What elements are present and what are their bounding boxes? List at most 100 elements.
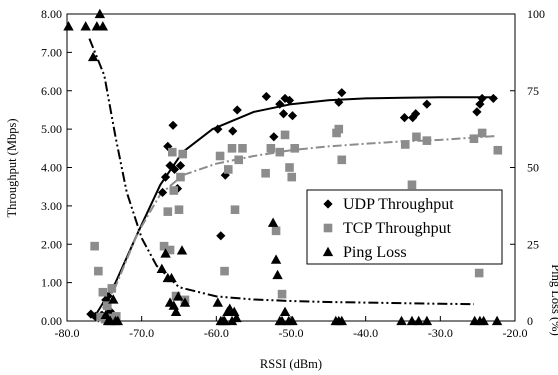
tcp-throughput-point bbox=[227, 144, 237, 153]
y-tick-label: 8.00 bbox=[41, 7, 62, 21]
udp-throughput-point bbox=[160, 172, 171, 182]
tcp-throughput-point bbox=[178, 149, 188, 159]
x-axis-title: RSSI (dBm) bbox=[260, 357, 322, 371]
tcp-throughput-point bbox=[266, 144, 276, 153]
y2-tick-label: 25 bbox=[527, 237, 539, 251]
ping-loss-point bbox=[80, 21, 91, 31]
legend-box bbox=[306, 189, 503, 265]
ping-loss-point bbox=[279, 306, 291, 316]
ping-loss-point bbox=[94, 8, 106, 19]
right-axis-ticks: 0 25 50 75 100 bbox=[510, 7, 545, 328]
tcp-throughput-point bbox=[271, 226, 281, 236]
legend-label-udp: UDP Throughput bbox=[343, 196, 454, 213]
udp-throughput-point bbox=[287, 111, 298, 121]
ping-loss-point bbox=[336, 315, 347, 326]
tcp-throughput-point bbox=[230, 205, 240, 215]
tcp-throughput-point bbox=[285, 163, 294, 172]
udp-throughput-point bbox=[157, 187, 168, 198]
udp-throughput-point bbox=[261, 91, 271, 102]
ping-loss-point bbox=[396, 315, 407, 326]
y2-tick-label: 0 bbox=[527, 314, 533, 328]
bottom-axis-ticks: -80.0 -70.0 -60.0 -50.0 -40.0 -30.0 -20.0 bbox=[55, 316, 528, 340]
x-tick-label: -70.0 bbox=[129, 326, 154, 340]
tcp-throughput-point bbox=[167, 147, 177, 157]
tcp-throughput-point bbox=[94, 266, 103, 276]
tcp-throughput-point bbox=[261, 168, 270, 178]
tcp-throughput-point bbox=[400, 140, 410, 149]
y2-tick-label: 50 bbox=[527, 161, 539, 175]
tcp-throughput-point bbox=[407, 180, 417, 190]
ping-loss-point bbox=[179, 297, 191, 307]
tcp-throughput-point bbox=[98, 287, 108, 297]
tcp-throughput-point bbox=[469, 134, 479, 144]
ping-loss-point bbox=[212, 297, 224, 307]
ping-loss-point bbox=[112, 315, 123, 326]
tcp-throughput-point bbox=[275, 147, 285, 157]
ping-loss-point bbox=[491, 315, 503, 326]
udp-throughput-point bbox=[216, 231, 226, 241]
ping-loss-point bbox=[413, 315, 424, 326]
ping-loss-point bbox=[231, 312, 242, 323]
y-tick-label: 4.00 bbox=[41, 161, 62, 175]
ping-loss-point bbox=[267, 217, 279, 227]
y2-tick-label: 100 bbox=[527, 7, 545, 21]
y-tick-label: 5.00 bbox=[41, 122, 62, 136]
left-axis-ticks: 0.00 1.00 2.00 3.00 4.00 5.00 6.00 7.00 8.00 bbox=[41, 7, 72, 328]
udp-throughput-point bbox=[477, 93, 487, 104]
tcp-throughput-point bbox=[176, 172, 185, 182]
tcp-throughput-point bbox=[96, 312, 105, 322]
legend-marker-ping-loss bbox=[322, 246, 334, 257]
ping-loss-point bbox=[421, 315, 433, 326]
y-tick-label: 0.00 bbox=[41, 314, 62, 328]
legend-label-tcp: TCP Throughput bbox=[343, 220, 452, 237]
x-tick-label: -60.0 bbox=[204, 326, 229, 340]
ping-loss-point bbox=[219, 315, 230, 326]
tcp-throughput-point bbox=[337, 155, 347, 165]
x-tick-label: -50.0 bbox=[279, 326, 304, 340]
data-markers bbox=[63, 8, 503, 326]
ping-loss-point bbox=[226, 315, 238, 326]
ping-loss-point bbox=[108, 294, 119, 304]
tcp-throughput-point bbox=[103, 301, 112, 310]
tcp-throughput-point bbox=[174, 205, 184, 215]
ping-loss-point bbox=[160, 248, 171, 258]
tcp-throughput-point bbox=[280, 130, 290, 140]
y-axis-title: Throughput (Mbps) bbox=[5, 119, 19, 218]
udp-throughput-point bbox=[399, 113, 410, 123]
tcp-throughput-point bbox=[290, 144, 300, 153]
udp-throughput-point bbox=[86, 309, 96, 319]
tcp-throughput-point bbox=[159, 241, 169, 251]
ping-loss-point bbox=[276, 315, 288, 326]
ping-loss-point bbox=[166, 272, 177, 283]
udp-throughput-point bbox=[168, 120, 178, 130]
x-tick-label: -80.0 bbox=[55, 326, 80, 340]
udp-throughput-point bbox=[488, 93, 498, 104]
tcp-throughput-point bbox=[90, 241, 99, 251]
tcp-throughput-point bbox=[169, 186, 179, 195]
y2-axis-title: Ping Loss (%) bbox=[549, 264, 558, 336]
ping-loss-point bbox=[406, 315, 418, 326]
y-tick-label: 7.00 bbox=[41, 45, 62, 59]
y2-tick-label: 75 bbox=[527, 84, 539, 98]
ping-loss-point bbox=[156, 263, 168, 273]
ping-loss-trendline bbox=[88, 38, 474, 306]
udp-throughput-point bbox=[472, 107, 482, 117]
tcp-throughput-point bbox=[215, 151, 225, 161]
ping-loss-point bbox=[173, 291, 184, 301]
udp-throughput-point bbox=[175, 160, 186, 171]
udp-throughput-point bbox=[334, 97, 344, 107]
udp-throughput-trendline bbox=[92, 96, 497, 320]
y-tick-label: 1.00 bbox=[41, 276, 62, 290]
ping-loss-point bbox=[272, 269, 283, 280]
udp-throughput-point bbox=[103, 291, 113, 301]
ping-loss-point bbox=[63, 21, 74, 31]
tcp-throughput-point bbox=[107, 284, 117, 293]
y-tick-label: 2.00 bbox=[41, 237, 62, 251]
tcp-throughput-point bbox=[234, 155, 244, 165]
udp-throughput-point bbox=[284, 95, 295, 105]
x-tick-label: -40.0 bbox=[353, 326, 378, 340]
tcp-throughput-point bbox=[220, 266, 229, 276]
udp-throughput-point bbox=[337, 88, 347, 98]
udp-throughput-point bbox=[213, 124, 223, 134]
legend-marker-udp-throughput bbox=[323, 199, 333, 209]
